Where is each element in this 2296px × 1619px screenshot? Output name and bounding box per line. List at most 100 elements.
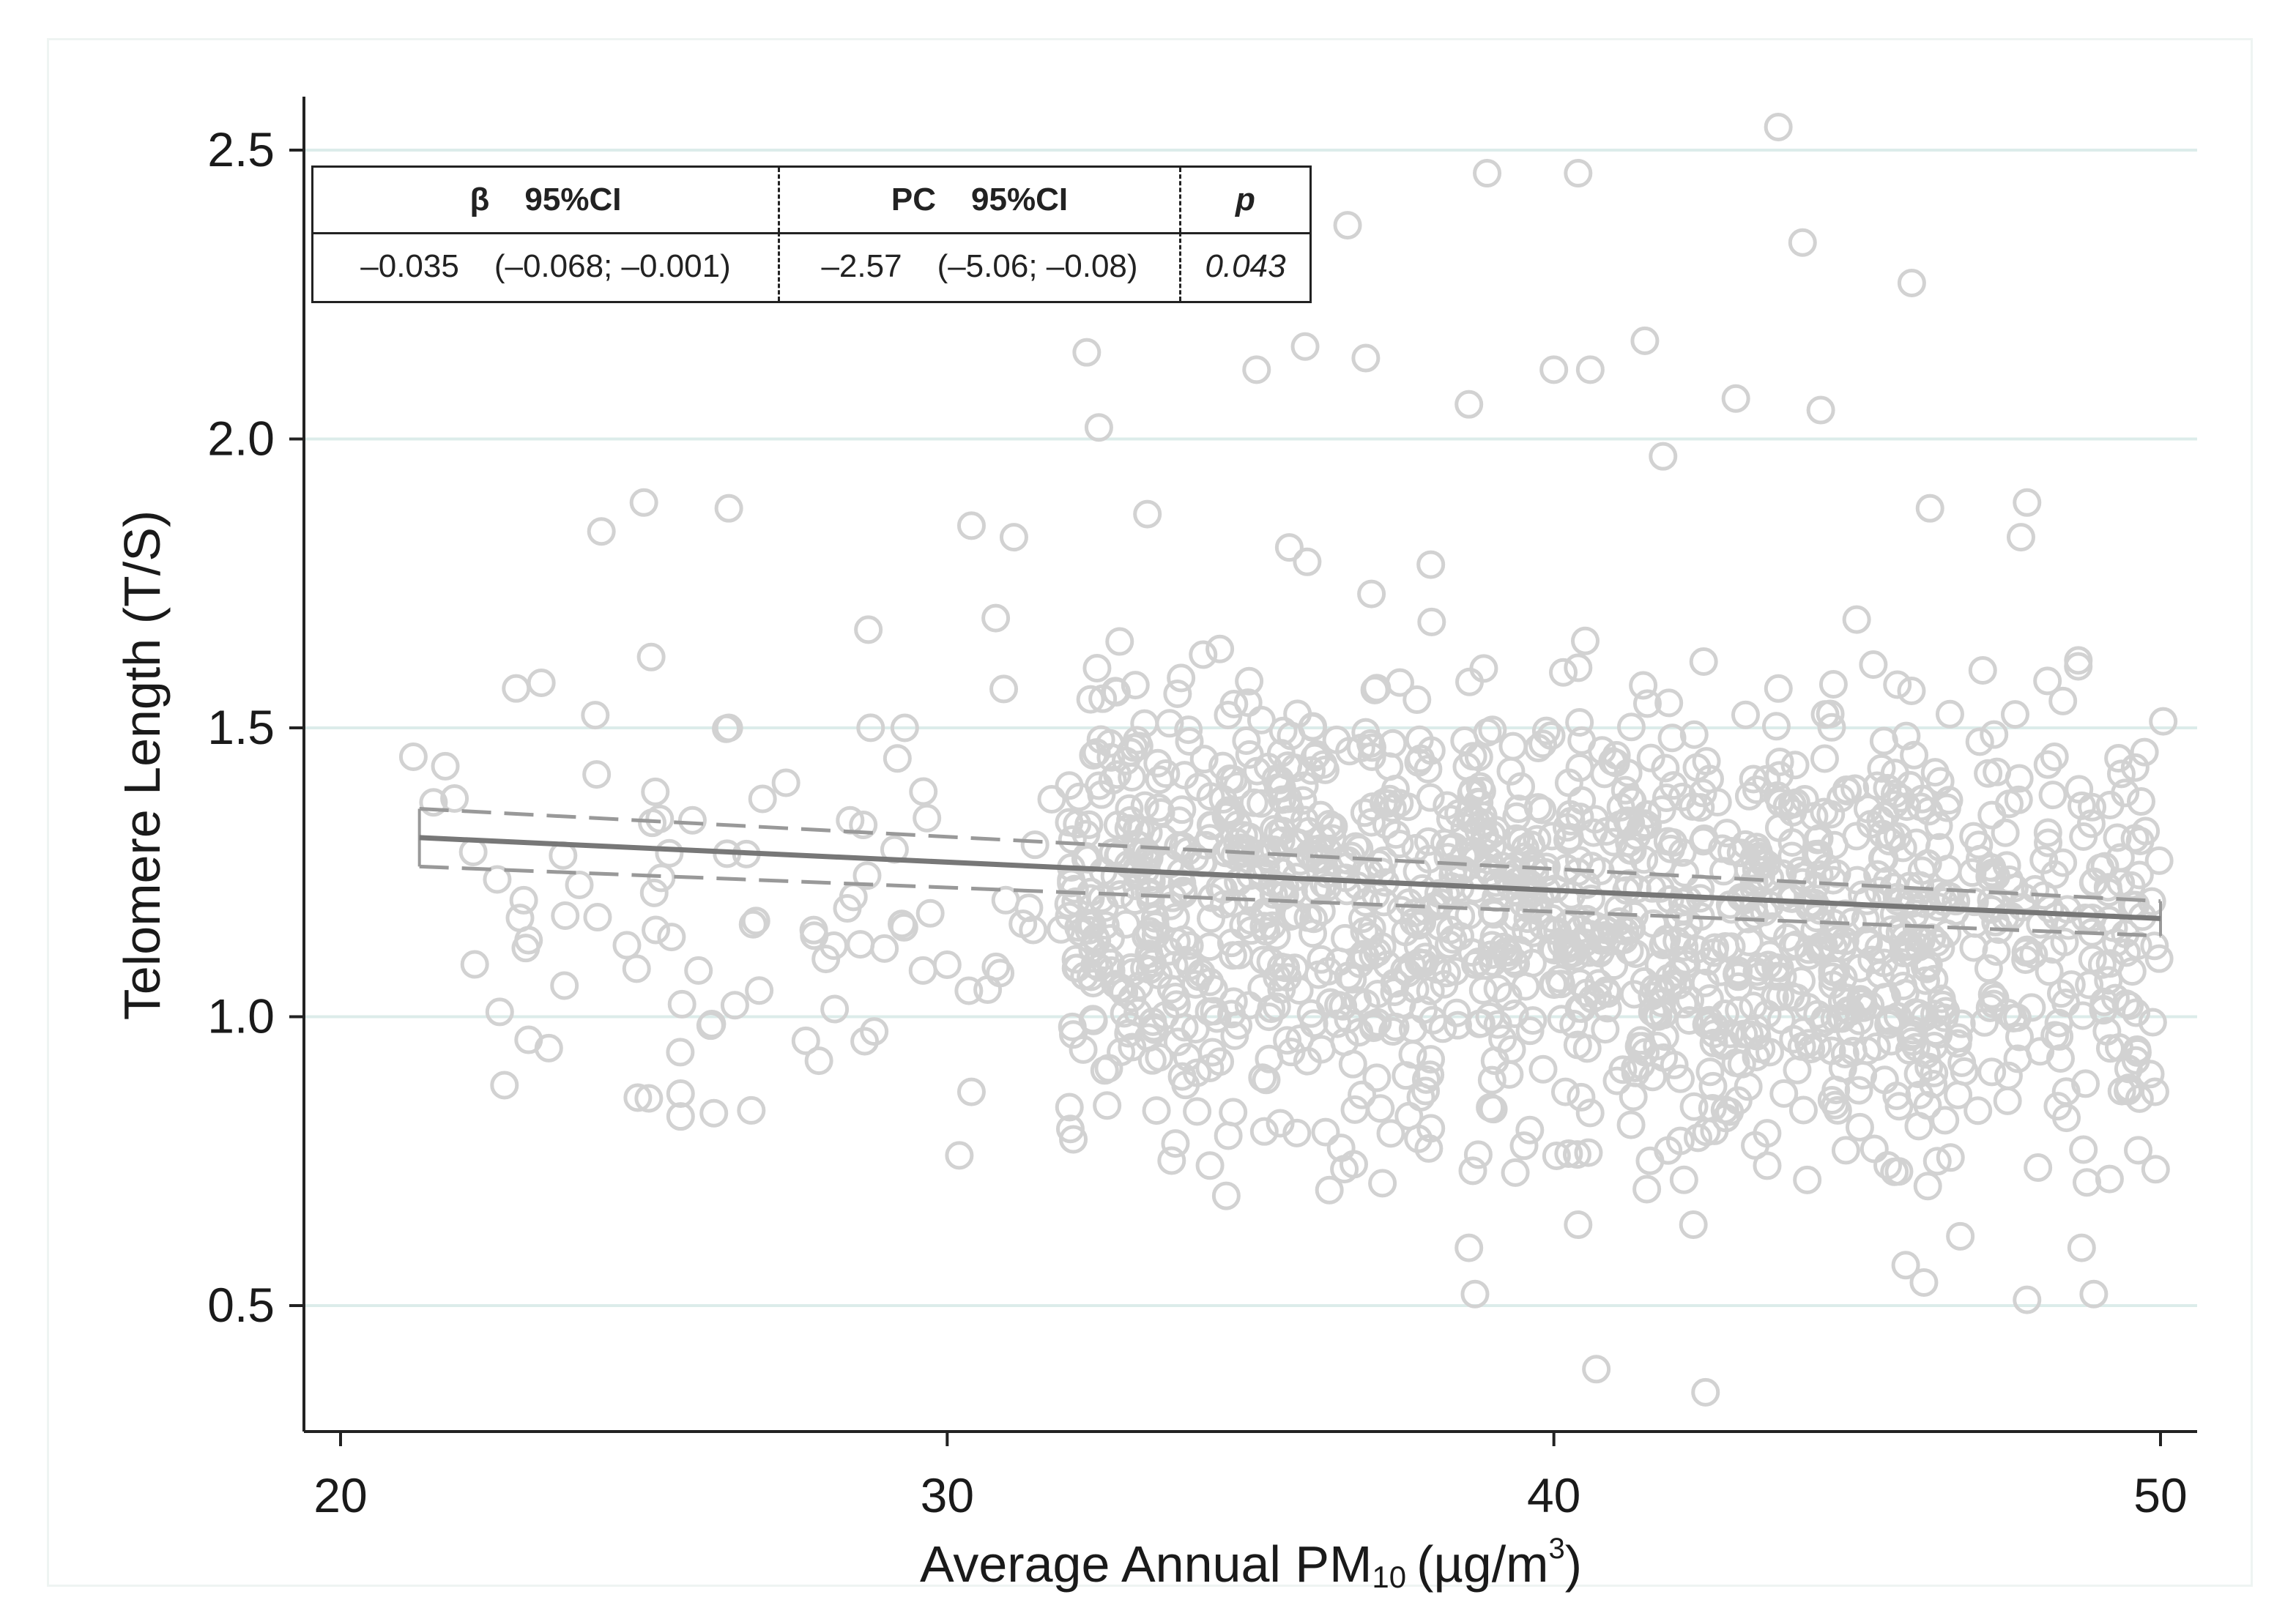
data-point — [398, 742, 428, 771]
data-point — [1742, 855, 1771, 884]
data-point — [1173, 1043, 1202, 1072]
data-point — [1857, 945, 1887, 975]
data-point — [1356, 729, 1386, 758]
stats-table-header-row: β 95%CI PC 95%CI p — [313, 168, 1309, 234]
data-point — [2089, 994, 2118, 1024]
data-point — [1906, 871, 1935, 900]
data-point — [748, 784, 777, 814]
data-point — [1842, 822, 1871, 851]
data-point — [1805, 839, 1834, 868]
data-point — [1574, 1138, 1603, 1167]
data-point — [2033, 818, 2062, 847]
data-point — [1373, 789, 1403, 818]
data-point — [636, 642, 666, 671]
data-point — [1293, 1046, 1322, 1076]
data-point — [1565, 707, 1594, 737]
data-point — [1833, 776, 1862, 805]
x-axis-title-superscript: 3 — [1548, 1533, 1564, 1565]
data-point — [1403, 685, 1432, 715]
data-point — [1125, 840, 1154, 869]
data-point — [1055, 1093, 1084, 1122]
y-tick-label: 1.0 — [207, 989, 275, 1043]
data-point — [852, 861, 882, 890]
data-point — [1726, 838, 1756, 868]
data-point — [1699, 1028, 1728, 1057]
data-point — [2092, 1016, 2122, 1046]
data-point — [1118, 762, 1147, 792]
data-point — [1385, 829, 1414, 858]
data-point — [1616, 712, 1646, 742]
data-point — [1897, 677, 1926, 706]
data-point — [1008, 909, 1038, 939]
data-point — [1612, 876, 1641, 905]
data-point — [1163, 680, 1192, 709]
data-point — [1913, 1172, 1942, 1201]
data-point — [909, 777, 938, 806]
header-ci1: 95%CI — [524, 182, 622, 217]
data-point — [1477, 820, 1506, 849]
data-point — [1071, 844, 1100, 874]
data-point — [1890, 923, 1919, 953]
data-point — [1074, 810, 1104, 839]
data-point — [1167, 1062, 1197, 1091]
data-point — [1875, 827, 1904, 856]
data-point — [1668, 838, 1697, 867]
data-point — [1635, 1146, 1665, 1175]
data-point — [1477, 1065, 1506, 1095]
x-tick-label: 40 — [1527, 1468, 1580, 1522]
data-point — [2122, 998, 2151, 1027]
data-point — [1964, 1096, 1993, 1125]
data-point — [1944, 1080, 1973, 1109]
data-point — [1133, 499, 1162, 529]
data-point — [696, 1011, 725, 1041]
data-point — [1959, 933, 1988, 962]
data-point — [1816, 800, 1846, 829]
data-point — [1788, 228, 1817, 257]
data-point — [2034, 828, 2063, 857]
data-point — [1550, 1077, 1580, 1106]
data-point — [1649, 931, 1678, 960]
data-point — [1477, 897, 1506, 926]
data-point — [1175, 931, 1204, 960]
data-point — [1411, 1076, 1441, 1106]
data-point — [1761, 712, 1791, 741]
data-point — [1235, 740, 1264, 769]
data-point — [1531, 716, 1561, 745]
data-point — [1488, 1024, 1517, 1054]
data-point — [1690, 968, 1720, 997]
x-axis-title-close: ) — [1565, 1536, 1582, 1593]
data-point — [1922, 1147, 1952, 1176]
data-point — [1299, 904, 1329, 934]
data-point — [666, 1102, 695, 1131]
data-point — [791, 1026, 820, 1055]
data-point — [1154, 937, 1184, 966]
data-point — [1869, 726, 1898, 756]
data-point — [634, 1084, 664, 1113]
value-pc: –2.57 — [821, 248, 902, 284]
data-point — [1885, 918, 1914, 947]
data-point — [849, 811, 878, 840]
data-point — [1882, 1082, 1912, 1111]
data-point — [1583, 982, 1613, 1011]
data-point — [2048, 686, 2078, 715]
data-point — [1790, 784, 1819, 814]
data-point — [854, 615, 883, 644]
data-point — [1357, 742, 1386, 772]
data-point — [1359, 1013, 1388, 1043]
data-point — [1519, 851, 1548, 880]
data-point — [1974, 759, 2003, 788]
data-point — [1297, 756, 1326, 785]
data-point — [1219, 765, 1249, 794]
data-point — [1547, 1005, 1576, 1034]
data-point — [1351, 343, 1381, 373]
data-point — [1348, 904, 1377, 934]
data-point — [1898, 1016, 1928, 1045]
data-point — [2079, 867, 2109, 896]
data-point — [2006, 523, 2035, 552]
data-point — [1539, 969, 1568, 999]
data-point — [2079, 1279, 2109, 1309]
data-point — [1315, 1175, 1344, 1205]
data-point — [1889, 972, 1918, 1001]
data-point — [856, 713, 885, 742]
data-point — [1311, 1117, 1340, 1147]
